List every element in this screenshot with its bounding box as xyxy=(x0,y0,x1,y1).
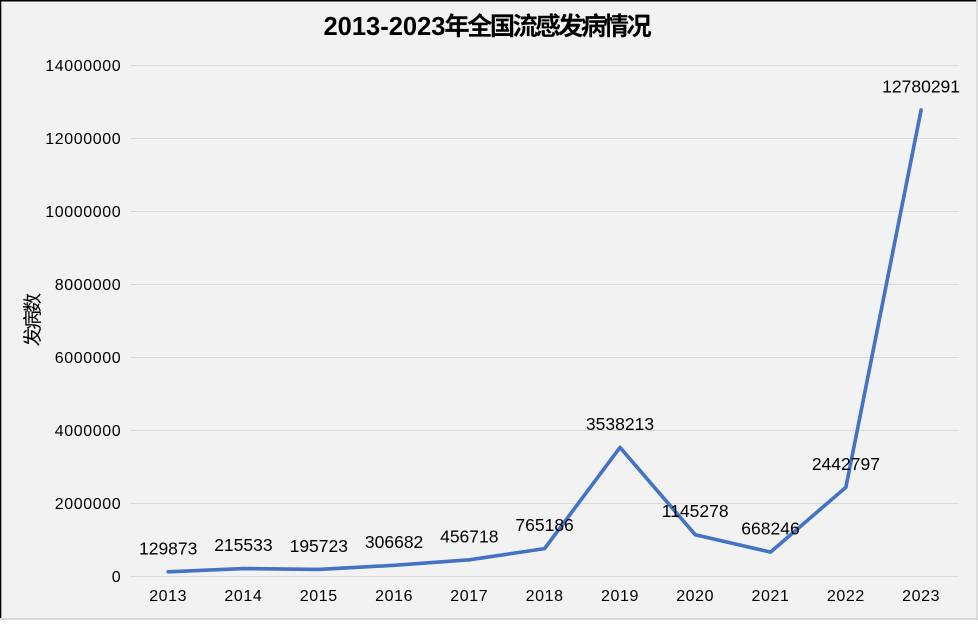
svg-text:215533: 215533 xyxy=(214,535,272,555)
svg-text:10000000: 10000000 xyxy=(45,204,121,221)
svg-text:2017: 2017 xyxy=(450,588,488,605)
svg-text:2013: 2013 xyxy=(149,588,187,605)
svg-text:2022: 2022 xyxy=(827,588,865,605)
svg-text:2023: 2023 xyxy=(902,588,940,605)
svg-text:306682: 306682 xyxy=(365,532,423,552)
svg-text:2021: 2021 xyxy=(752,588,790,605)
svg-text:14000000: 14000000 xyxy=(45,58,121,75)
svg-text:195723: 195723 xyxy=(290,536,348,556)
svg-text:8000000: 8000000 xyxy=(55,277,122,294)
svg-text:456718: 456718 xyxy=(440,526,498,546)
svg-text:668246: 668246 xyxy=(741,519,799,539)
svg-text:12780291: 12780291 xyxy=(882,77,960,97)
svg-text:2019: 2019 xyxy=(601,588,639,605)
svg-text:2016: 2016 xyxy=(375,588,413,605)
svg-text:0: 0 xyxy=(112,569,122,586)
svg-text:2442797: 2442797 xyxy=(812,454,880,474)
svg-text:3538213: 3538213 xyxy=(586,414,654,434)
svg-text:129873: 129873 xyxy=(139,538,197,558)
svg-text:2015: 2015 xyxy=(300,588,338,605)
svg-text:2000000: 2000000 xyxy=(55,496,122,513)
svg-text:2020: 2020 xyxy=(676,588,714,605)
svg-text:2014: 2014 xyxy=(224,588,262,605)
svg-text:12000000: 12000000 xyxy=(45,131,121,148)
svg-text:2013-2023: 2013-2023 xyxy=(324,13,446,41)
svg-text:4000000: 4000000 xyxy=(55,423,122,440)
svg-text:2018: 2018 xyxy=(526,588,564,605)
svg-text:765186: 765186 xyxy=(515,515,573,535)
svg-text:6000000: 6000000 xyxy=(55,350,122,367)
svg-text:1145278: 1145278 xyxy=(662,501,729,521)
